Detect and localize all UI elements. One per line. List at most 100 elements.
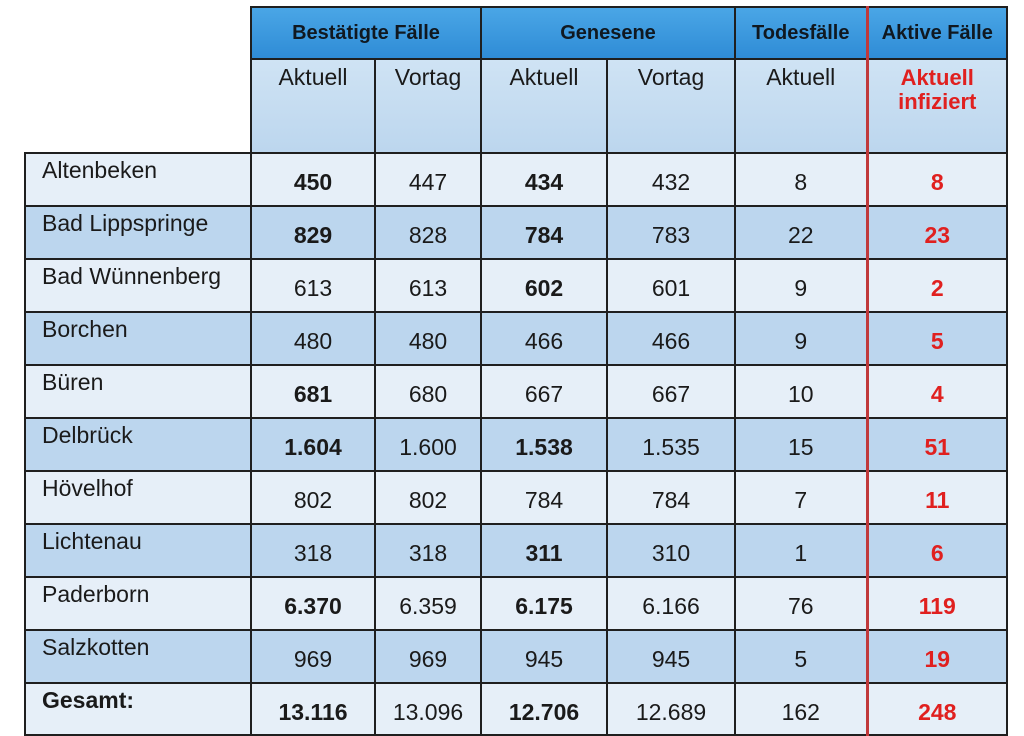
recovered-current: 945 — [480, 629, 608, 684]
corner-blank-2 — [25, 59, 251, 153]
recovered-previous: 310 — [606, 523, 736, 578]
active-infected: 2 — [865, 258, 1008, 313]
active-infected: 8 — [865, 152, 1008, 207]
confirmed-previous: 447 — [374, 152, 482, 207]
table-body: Altenbeken 450 447 434 432 8 8 Bad Lippspringe 8… — [24, 152, 1008, 684]
recovered-current: 784 — [480, 205, 608, 260]
covid-table-image: Bestätigte Fälle Genesene Todesfälle Akt… — [24, 6, 1008, 736]
table-row: Büren 681 680 667 667 10 4 — [24, 364, 1008, 419]
recovered-previous: 945 — [606, 629, 736, 684]
deaths-current: 22 — [734, 205, 868, 260]
table-row: Hövelhof 802 802 784 784 7 11 — [24, 470, 1008, 525]
recovered-previous: 6.166 — [606, 576, 736, 631]
confirmed-current: 829 — [250, 205, 376, 260]
header-recovered: Genesene — [480, 6, 736, 60]
deaths-current: 7 — [734, 470, 868, 525]
municipality-name: Büren — [24, 364, 252, 419]
subheader-active-line1: Aktuell — [900, 65, 974, 90]
subheader-recovered-previous: Vortag — [606, 58, 736, 154]
group-header-row: Bestätigte Fälle Genesene Todesfälle Akt… — [25, 6, 1008, 60]
recovered-current: 466 — [480, 311, 608, 366]
confirmed-current: 802 — [250, 470, 376, 525]
deaths-current: 9 — [734, 311, 868, 366]
recovered-current: 6.175 — [480, 576, 608, 631]
total-confirmed-current: 13.116 — [250, 682, 376, 736]
recovered-previous: 432 — [606, 152, 736, 207]
recovered-current: 1.538 — [480, 417, 608, 472]
total-active: 248 — [865, 682, 1008, 736]
confirmed-previous: 1.600 — [374, 417, 482, 472]
deaths-current: 15 — [734, 417, 868, 472]
recovered-previous: 783 — [606, 205, 736, 260]
recovered-previous: 784 — [606, 470, 736, 525]
confirmed-current: 613 — [250, 258, 376, 313]
total-deaths: 162 — [734, 682, 868, 736]
deaths-current: 1 — [734, 523, 868, 578]
confirmed-previous: 480 — [374, 311, 482, 366]
confirmed-previous: 802 — [374, 470, 482, 525]
recovered-current: 784 — [480, 470, 608, 525]
recovered-previous: 466 — [606, 311, 736, 366]
confirmed-previous: 6.359 — [374, 576, 482, 631]
table-row: Bad Wünnenberg 613 613 602 601 9 2 — [24, 258, 1008, 313]
subheader-confirmed-previous: Vortag — [374, 58, 482, 154]
deaths-current: 9 — [734, 258, 868, 313]
confirmed-previous: 680 — [374, 364, 482, 419]
case-table: Bestätigte Fälle Genesene Todesfälle Akt… — [24, 6, 1008, 736]
table-row: Paderborn 6.370 6.359 6.175 6.166 76 119 — [24, 576, 1008, 631]
confirmed-current: 681 — [250, 364, 376, 419]
active-infected: 19 — [865, 629, 1008, 684]
total-recovered-previous: 12.689 — [606, 682, 736, 736]
recovered-previous: 1.535 — [606, 417, 736, 472]
recovered-current: 667 — [480, 364, 608, 419]
deaths-current: 5 — [734, 629, 868, 684]
active-infected: 11 — [865, 470, 1008, 525]
deaths-current: 8 — [734, 152, 868, 207]
corner-blank — [25, 7, 251, 59]
recovered-current: 602 — [480, 258, 608, 313]
municipality-name: Hövelhof — [24, 470, 252, 525]
subheader-active-infected: Aktuell infiziert — [865, 58, 1008, 154]
confirmed-previous: 969 — [374, 629, 482, 684]
municipality-name: Borchen — [24, 311, 252, 366]
recovered-previous: 667 — [606, 364, 736, 419]
total-label: Gesamt: — [24, 682, 252, 736]
municipality-name: Bad Wünnenberg — [24, 258, 252, 313]
subheader-confirmed-current: Aktuell — [250, 58, 376, 154]
confirmed-current: 318 — [250, 523, 376, 578]
confirmed-previous: 613 — [374, 258, 482, 313]
table-row: Delbrück 1.604 1.600 1.538 1.535 15 51 — [24, 417, 1008, 472]
active-infected: 6 — [865, 523, 1008, 578]
confirmed-current: 450 — [250, 152, 376, 207]
table-row: Lichtenau 318 318 311 310 1 6 — [24, 523, 1008, 578]
subheader-active-line2: infiziert — [898, 89, 977, 114]
municipality-name: Bad Lippspringe — [24, 205, 252, 260]
total-confirmed-previous: 13.096 — [374, 682, 482, 736]
confirmed-current: 969 — [250, 629, 376, 684]
active-infected: 4 — [865, 364, 1008, 419]
confirmed-current: 6.370 — [250, 576, 376, 631]
total-recovered-current: 12.706 — [480, 682, 608, 736]
sub-header-row: Aktuell Vortag Aktuell Vortag Aktuell Ak… — [25, 58, 1008, 154]
active-infected: 51 — [865, 417, 1008, 472]
recovered-current: 434 — [480, 152, 608, 207]
municipality-name: Paderborn — [24, 576, 252, 631]
active-infected: 119 — [865, 576, 1008, 631]
recovered-current: 311 — [480, 523, 608, 578]
deaths-current: 76 — [734, 576, 868, 631]
total-row: Gesamt: 13.116 13.096 12.706 12.689 162 … — [24, 682, 1008, 736]
header-active: Aktive Fälle — [865, 6, 1008, 60]
subheader-deaths-current: Aktuell — [734, 58, 868, 154]
confirmed-current: 480 — [250, 311, 376, 366]
recovered-previous: 601 — [606, 258, 736, 313]
table-row: Bad Lippspringe 829 828 784 783 22 23 — [24, 205, 1008, 260]
active-infected: 23 — [865, 205, 1008, 260]
header-confirmed: Bestätigte Fälle — [250, 6, 482, 60]
active-infected: 5 — [865, 311, 1008, 366]
confirmed-previous: 318 — [374, 523, 482, 578]
municipality-name: Salzkotten — [24, 629, 252, 684]
table-row: Salzkotten 969 969 945 945 5 19 — [24, 629, 1008, 684]
municipality-name: Lichtenau — [24, 523, 252, 578]
subheader-recovered-current: Aktuell — [480, 58, 608, 154]
table-row: Borchen 480 480 466 466 9 5 — [24, 311, 1008, 366]
